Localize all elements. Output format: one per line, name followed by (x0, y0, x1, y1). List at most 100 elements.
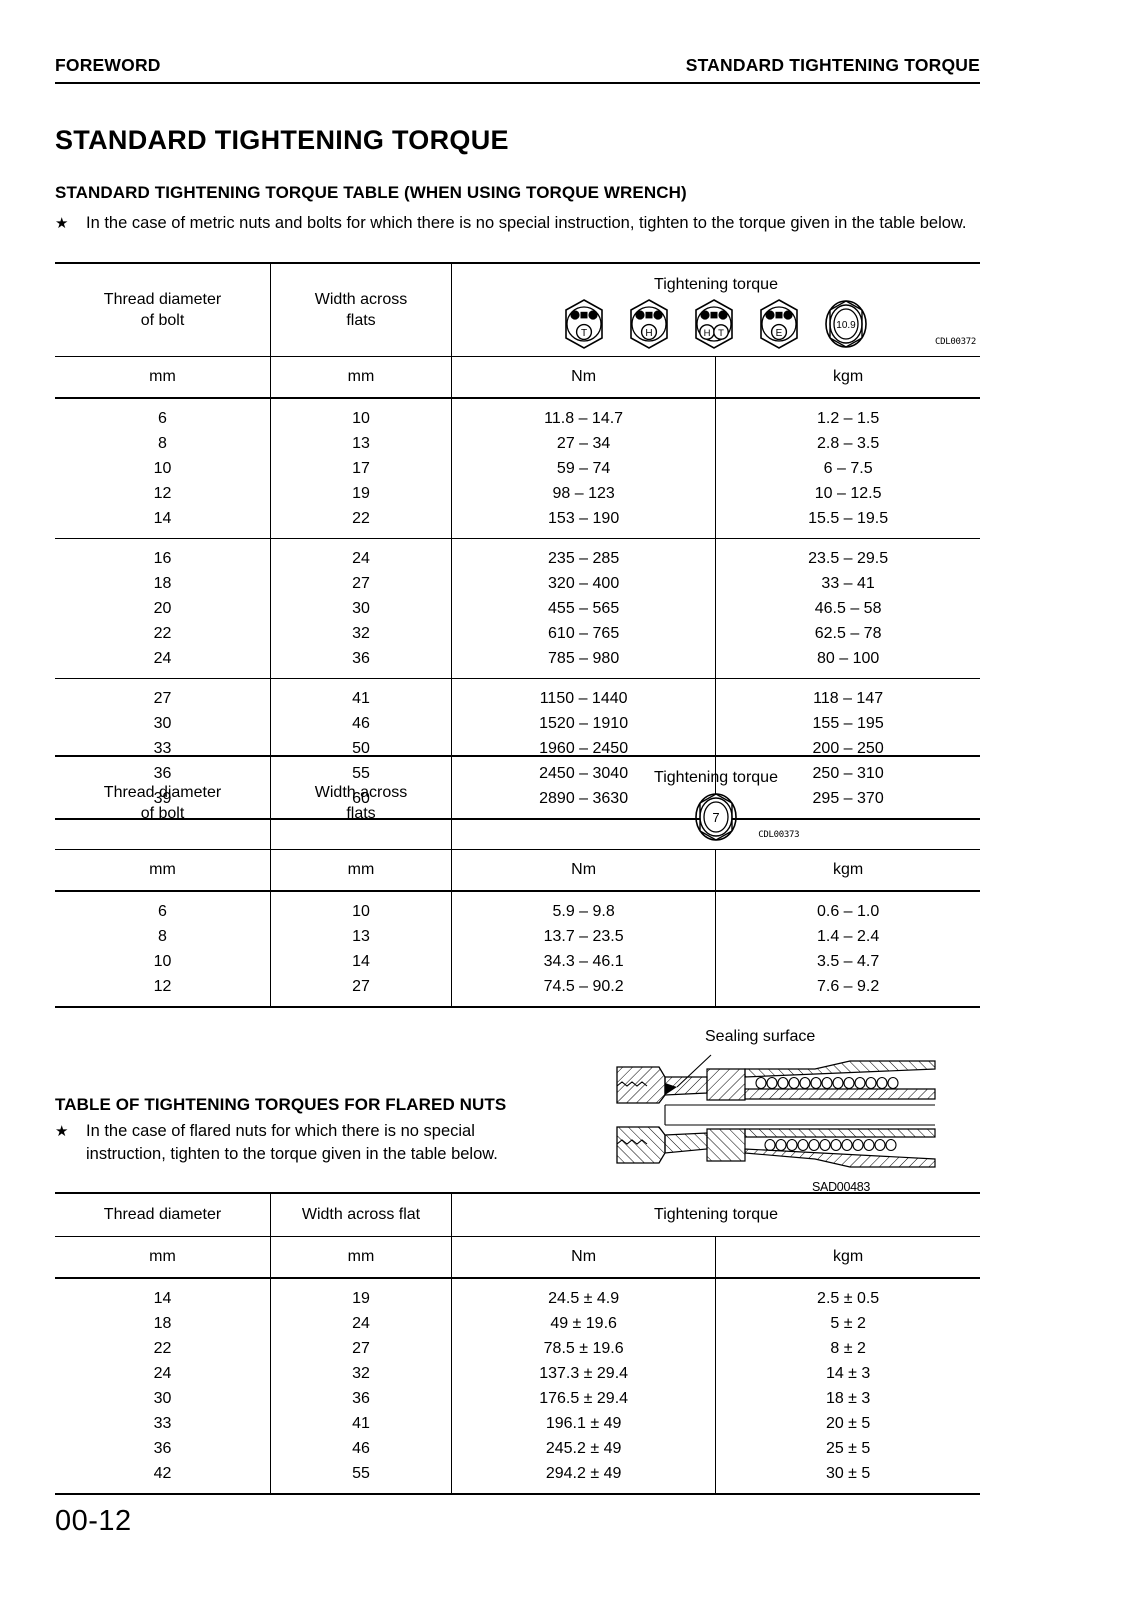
cell-width-flats: 22 (270, 506, 452, 539)
table2-unit-nm: Nm (450, 849, 716, 891)
running-head-rule (55, 82, 980, 84)
table1-unit-col2: mm (270, 356, 452, 398)
flared-nut-figure (615, 1025, 945, 1170)
cell-torque-kgm: 15.5 – 19.5 (715, 506, 980, 539)
table-row: 8 13 27 – 34 2.8 – 3.5 (55, 431, 980, 456)
section2-note-text: In the case of flared nuts for which the… (86, 1122, 498, 1163)
bolt-head-7-icon: 7 (695, 792, 737, 841)
cell-torque-nm: 1520 – 1910 (450, 711, 716, 736)
svg-text:H: H (645, 328, 652, 339)
cell-thread-diameter: 33 (153, 1415, 172, 1432)
cell-torque-nm: 455 – 565 (450, 596, 716, 621)
table-row: 42 55 294.2 ± 49 30 ± 5 (55, 1461, 980, 1495)
cell-width-flats: 10 (270, 891, 452, 924)
table3-unit-col2: mm (270, 1236, 452, 1278)
cell-thread-diameter: 22 (153, 625, 172, 642)
cell-torque-kgm: 155 – 195 (715, 711, 980, 736)
table3-unit-row: mm mm Nm kgm (55, 1236, 980, 1278)
standard-torque-table: Thread diameter of bolt Width across fla… (55, 262, 980, 820)
cell-torque-nm: 137.3 ± 29.4 (450, 1361, 716, 1386)
table-row: 30 36 176.5 ± 29.4 18 ± 3 (55, 1386, 980, 1411)
cell-torque-kgm: 7.6 – 9.2 (715, 974, 980, 1008)
table-row: 12 27 74.5 – 90.2 7.6 – 9.2 (55, 974, 980, 1008)
cell-torque-nm: 320 – 400 (450, 571, 716, 596)
section2-heading: TABLE OF TIGHTENING TORQUES FOR FLARED N… (55, 1095, 507, 1114)
cell-torque-nm: 610 – 765 (450, 621, 716, 646)
cell-torque-nm: 294.2 ± 49 (450, 1461, 716, 1495)
page-title: STANDARD TIGHTENING TORQUE (55, 125, 509, 155)
table3-header-thread-diameter: Thread diameter (103, 1206, 222, 1223)
table1-unit-col1: mm (149, 368, 176, 385)
cell-width-flats: 46 (270, 711, 452, 736)
section1-note-text: In the case of metric nuts and bolts for… (86, 214, 967, 232)
svg-text:H: H (704, 328, 711, 339)
cell-torque-nm: 24.5 ± 4.9 (450, 1278, 716, 1311)
table1-header-width-l2: flats (346, 312, 376, 329)
cell-torque-kgm: 1.4 – 2.4 (715, 924, 980, 949)
cell-thread-diameter: 30 (153, 715, 172, 732)
cell-torque-kgm: 2.5 ± 0.5 (715, 1278, 980, 1311)
cell-width-flats: 32 (270, 1361, 452, 1386)
cell-torque-kgm: 20 ± 5 (715, 1411, 980, 1436)
cell-torque-kgm: 33 – 41 (715, 571, 980, 596)
table2-header-row: Thread diameter of bolt Width across fla… (55, 756, 980, 850)
table3-header-tightening-torque: Tightening torque (451, 1193, 980, 1237)
table-row: 22 32 610 – 765 62.5 – 78 (55, 621, 980, 646)
svg-text:T: T (581, 328, 587, 339)
cell-torque-kgm: 25 ± 5 (715, 1436, 980, 1461)
running-head-right: STANDARD TIGHTENING TORQUE (685, 55, 980, 75)
cell-thread-diameter: 16 (153, 550, 172, 567)
cell-thread-diameter: 39 (55, 786, 271, 820)
cell-thread-diameter: 6 (158, 903, 167, 920)
cell-thread-diameter: 14 (153, 1290, 172, 1307)
cell-torque-kgm: 6 – 7.5 (715, 456, 980, 481)
cell-thread-diameter: 30 (153, 1390, 172, 1407)
table-row: 20 30 455 – 565 46.5 – 58 (55, 596, 980, 621)
standard-torque-table-grade7: Thread diameter of bolt Width across fla… (55, 755, 980, 1008)
cell-width-flats: 13 (270, 431, 452, 456)
table1-header-width-across-flats: Width across flats (270, 263, 452, 357)
flared-nut-torque-table: Thread diameter Width across flat Tighte… (55, 1192, 980, 1495)
cell-width-flats: 32 (270, 621, 452, 646)
cell-width-flats: 13 (270, 924, 452, 949)
bolt-head-ht-icon: H T (695, 298, 733, 349)
table-row: 16 24 235 – 285 23.5 – 29.5 (55, 538, 980, 571)
cell-thread-diameter: 24 (153, 1365, 172, 1382)
table1-unit-kgm: kgm (715, 356, 980, 398)
section1-heading: STANDARD TIGHTENING TORQUE TABLE (WHEN U… (55, 183, 687, 202)
svg-text:10.9: 10.9 (836, 320, 856, 331)
cell-thread-diameter: 33 (153, 740, 172, 757)
cell-torque-kgm: 8 ± 2 (715, 1336, 980, 1361)
cell-torque-nm: 59 – 74 (450, 456, 716, 481)
svg-text:T: T (718, 328, 724, 339)
table3-unit-kgm: kgm (715, 1236, 980, 1278)
table1-header-thread-diameter-l2: of bolt (140, 312, 185, 329)
cell-width-flats: 41 (270, 1411, 452, 1436)
cell-thread-diameter: 24 (55, 646, 271, 679)
cell-thread-diameter: 6 (158, 410, 167, 427)
cell-torque-nm: 785 – 980 (450, 646, 716, 679)
section1-note: ★ In the case of metric nuts and bolts f… (55, 212, 985, 235)
cell-thread-diameter: 42 (55, 1461, 271, 1495)
cell-torque-kgm: 10 – 12.5 (715, 481, 980, 506)
cell-thread-diameter: 27 (153, 690, 172, 707)
bolt-head-e-icon: E (760, 298, 798, 349)
bolt-head-icon-group-single: 7 (452, 790, 980, 844)
table2-unit-col2: mm (270, 849, 452, 891)
cell-thread-diameter: 14 (55, 506, 271, 539)
cell-thread-diameter: 10 (153, 953, 172, 970)
table3-header-row: Thread diameter Width across flat Tighte… (55, 1193, 980, 1237)
table1-figure-code: CDL00372 (935, 337, 976, 347)
cell-width-flats: 19 (270, 1278, 452, 1311)
cell-thread-diameter: 20 (153, 600, 172, 617)
cell-torque-kgm: 5 ± 2 (715, 1311, 980, 1336)
table2-unit-row: mm mm Nm kgm (55, 849, 980, 891)
cell-torque-kgm: 30 ± 5 (715, 1461, 980, 1495)
cell-torque-nm: 196.1 ± 49 (450, 1411, 716, 1436)
table-row: 30 46 1520 – 1910 155 – 195 (55, 711, 980, 736)
cell-torque-nm: 78.5 ± 19.6 (450, 1336, 716, 1361)
bolt-head-t-icon: T (565, 298, 603, 349)
cell-thread-diameter: 12 (153, 485, 172, 502)
table-row: 18 27 320 – 400 33 – 41 (55, 571, 980, 596)
cell-torque-nm: 245.2 ± 49 (450, 1436, 716, 1461)
